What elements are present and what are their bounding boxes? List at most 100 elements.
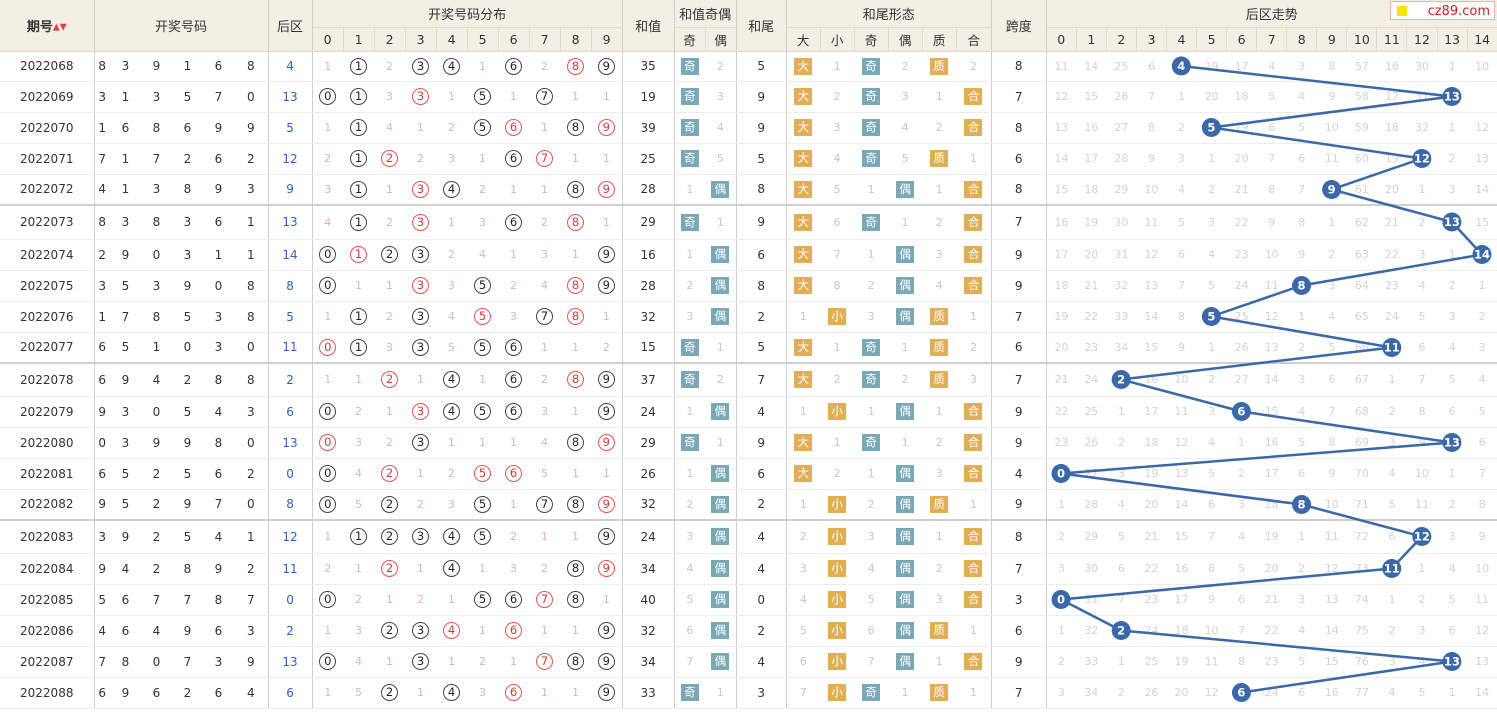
distribution-cell: 6 — [498, 615, 530, 647]
drawn-digit-ball: 7 — [536, 150, 554, 167]
tail-small-cell: 小 — [820, 489, 855, 521]
trend-miss-cell: 15 — [1467, 205, 1497, 240]
table-row[interactable]: 2022071 7 1 7 2 6 2 12 2 1 2 2 3 1 6 7 1 1 25 奇 5 5 大 4 奇 5 质 1 6 14 1… — [0, 143, 1497, 175]
table-row[interactable]: 2022069 3 1 3 5 7 0 13 0 1 3 3 1 5 1 7 1 1 19 奇 3 9 大 2 奇 3 1 合 7 12 1… — [0, 81, 1497, 113]
distribution-cell: 2 — [374, 51, 406, 82]
table-row[interactable]: 2022087 7 8 0 7 3 9 13 0 4 1 3 1 2 1 7 8 9 34 7 偶 4 6 小 7 偶 1 合 9 2 33… — [0, 646, 1497, 678]
tail-even-cell: 偶 — [888, 239, 923, 271]
tail-odd-cell: 3 — [854, 520, 889, 554]
period-header[interactable]: 期号▲▼ — [0, 0, 95, 52]
back-zone-cell: 4 — [268, 51, 313, 82]
trend-miss-cell: 5 — [1196, 458, 1227, 490]
distribution-cell: 9 — [591, 239, 623, 271]
distribution-cell: 1 — [405, 553, 437, 585]
table-row[interactable]: 2022074 2 9 0 3 1 1 14 0 1 2 3 2 4 1 3 1 9 16 1 偶 6 大 7 1 偶 3 合 9 17 2… — [0, 239, 1497, 271]
distribution-cell: 2 — [374, 553, 406, 585]
table-row[interactable]: 2022080 0 3 9 9 8 0 13 0 3 2 3 1 1 1 4 8 9 29 奇 1 9 大 1 奇 1 2 合 9 23 2… — [0, 427, 1497, 459]
distribution-cell: 1 — [560, 615, 592, 647]
trend-miss-cell: 5 — [1437, 363, 1468, 397]
composite-badge: 合 — [964, 88, 983, 105]
draw-number-cell: 2 — [141, 520, 172, 554]
trend-miss-cell: 11 — [1406, 489, 1438, 521]
distribution-cell: 3 — [405, 174, 437, 206]
distribution-cell: 2 — [374, 458, 406, 490]
distribution-cell: 1 — [343, 363, 375, 397]
tail-big-cell: 1 — [786, 301, 821, 333]
table-row[interactable]: 2022077 6 5 1 0 3 0 11 0 1 3 3 5 5 6 1 1 2 15 奇 1 5 大 1 奇 1 质 2 6 20 2… — [0, 332, 1497, 364]
table-row[interactable]: 2022072 4 1 3 8 9 3 9 3 1 1 3 4 2 1 1 8 9 28 1 偶 8 大 5 1 偶 1 合 8 15 18… — [0, 174, 1497, 206]
distribution-cell: 7 — [529, 646, 561, 678]
table-row[interactable]: 2022082 9 5 2 9 7 0 8 0 5 2 2 3 5 1 7 8 9 32 2 偶 2 1 小 2 偶质 1 9 1 28 4… — [0, 489, 1497, 521]
draw-number-cell: 0 — [141, 646, 172, 678]
table-row[interactable]: 2022070 1 6 8 6 9 9 5 1 1 4 1 2 5 6 1 8 9 39 奇 4 9 大 3 奇 4 2 合 8 13 16… — [0, 112, 1497, 144]
trend-miss-cell: 6 — [1196, 489, 1227, 521]
even-badge: 偶 — [896, 403, 915, 420]
small-badge: 小 — [828, 560, 847, 577]
span-cell: 8 — [991, 112, 1047, 144]
site-logo[interactable]: cz89.com — [1390, 1, 1495, 20]
table-row[interactable]: 2022086 4 6 4 9 6 3 2 1 3 2 3 4 1 6 1 1 9 32 6 偶 2 5 小 6 偶质 1 6 1 32 2… — [0, 615, 1497, 647]
distribution-cell: 4 — [436, 396, 468, 428]
trend-miss-cell: 20 — [1256, 553, 1287, 585]
composite-badge: 合 — [964, 246, 983, 263]
distribution-cell: 3 — [405, 205, 437, 240]
sort-icon[interactable]: ▲▼ — [52, 22, 67, 33]
distribution-cell: 2 — [529, 51, 561, 82]
sum-odd-cell: 1 — [674, 396, 706, 428]
tail-cell: 9 — [736, 205, 787, 240]
table-row[interactable]: 2022076 1 7 8 5 3 8 5 1 1 2 3 4 5 3 7 8 1 32 3 偶 2 1 小 3 偶质 1 7 19 22… — [0, 301, 1497, 333]
drawn-digit-ball: 5 — [474, 277, 492, 294]
trend-miss-cell: 16 — [1076, 112, 1107, 144]
tail-odd-cell: 奇 — [854, 51, 889, 82]
draw-number-cell: 9 — [172, 270, 203, 302]
logo-text: cz89.com — [1427, 4, 1490, 19]
table-row[interactable]: 2022085 5 6 7 7 8 7 0 0 2 1 2 1 5 6 7 8 1 40 5 偶 0 4 小 5 偶 3 合 3 31 7 2… — [0, 584, 1497, 616]
draw-number-cell: 3 — [141, 270, 172, 302]
distribution-cell: 5 — [467, 112, 499, 144]
draw-number-cell: 4 — [203, 520, 234, 554]
trend-miss-cell: 8 — [1256, 174, 1287, 206]
distribution-cell: 7 — [529, 301, 561, 333]
sum-even-cell: 4 — [705, 112, 737, 144]
tail-cell: 5 — [736, 332, 787, 364]
sum-cell: 25 — [622, 143, 675, 175]
trend-miss-cell: 1 — [1106, 396, 1137, 428]
drawn-digit-ball: 5 — [474, 591, 492, 608]
distribution-cell: 3 — [343, 615, 375, 647]
tail-big-cell: 7 — [786, 677, 821, 709]
back-zone-cell: 6 — [268, 677, 313, 709]
table-row[interactable]: 2022079 9 3 0 5 4 3 6 0 2 1 3 4 5 6 3 1 9 24 1 偶 4 1 小 1 偶 1 合 9 22 25… — [0, 396, 1497, 428]
table-row[interactable]: 2022083 3 9 2 5 4 1 12 1 1 2 3 4 5 2 1 1 9 24 3 偶 4 2 小 3 偶 1 合 8 2 29… — [0, 520, 1497, 554]
table-row[interactable]: 2022078 6 9 4 2 8 8 2 1 1 2 1 4 1 6 2 8 9 37 奇 2 7 大 2 奇 2 质 3 7 21 24… — [0, 363, 1497, 397]
trend-miss-cell: 13 — [1166, 458, 1197, 490]
trend-miss-cell: 3 — [1437, 301, 1468, 333]
table-row[interactable]: 2022073 8 3 8 3 6 1 13 4 1 2 3 1 3 6 2 8 1 29 奇 1 9 大 6 奇 1 2 合 7 16 1… — [0, 205, 1497, 240]
tail-form-header: 和尾形态 — [786, 0, 992, 28]
draw-number-cell: 5 — [110, 489, 141, 521]
distribution-cell: 1 — [498, 646, 530, 678]
draw-number-cell: 0 — [234, 489, 269, 521]
table-row[interactable]: 2022084 9 4 2 8 9 2 11 2 1 2 1 4 1 3 2 8 9 34 4 偶 4 3 小 4 偶 2 合 7 3 30… — [0, 553, 1497, 585]
table-row[interactable]: 2022088 6 9 6 2 6 4 6 1 5 2 1 4 3 6 1 1 9 33 奇 1 3 7 小奇 1 质 1 7 3 34 2… — [0, 677, 1497, 709]
table-row[interactable]: 2022081 6 5 2 5 6 2 0 0 4 2 1 2 5 6 5 1 1 26 1 偶 6 大 2 1 偶 3 合 4 27 3 1… — [0, 458, 1497, 490]
draw-number-cell: 9 — [110, 520, 141, 554]
composite-badge: 合 — [964, 653, 983, 670]
trend-miss-cell: 66 — [1346, 332, 1377, 364]
draw-number-cell: 6 — [203, 205, 234, 240]
trend-miss-cell: 6 — [1406, 332, 1438, 364]
even-badge: 偶 — [711, 591, 730, 608]
distribution-cell: 3 — [405, 270, 437, 302]
distribution-cell: 1 — [467, 553, 499, 585]
sum-header: 和值 — [622, 0, 675, 52]
drawn-digit-ball: 0 — [319, 434, 337, 451]
distribution-cell: 1 — [374, 396, 406, 428]
table-row[interactable]: 2022075 3 5 3 9 0 8 8 0 1 1 3 3 5 2 4 8 9 28 2 偶 8 大 8 2 偶 4 合 9 18 21… — [0, 270, 1497, 302]
small-badge: 小 — [828, 684, 847, 701]
trend-miss-cell: 72 — [1346, 520, 1377, 554]
tail-small-cell: 1 — [820, 51, 855, 82]
trend-miss-cell: 3 — [1376, 646, 1407, 678]
table-row[interactable]: 2022068 8 3 9 1 6 8 4 1 1 2 3 4 1 6 2 8 9 35 奇 2 5 大 1 奇 2 质 2 8 11 14… — [0, 51, 1497, 82]
tail-odd-cell: 2 — [854, 270, 889, 302]
trend-miss-cell — [1467, 239, 1497, 271]
